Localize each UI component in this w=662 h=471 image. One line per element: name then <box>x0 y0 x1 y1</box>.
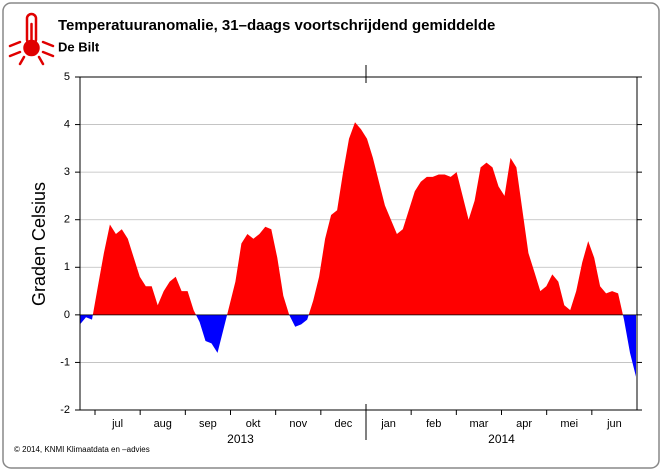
y-tick-label: -1 <box>60 356 70 368</box>
y-tick-label: 5 <box>64 71 70 83</box>
thermometer-icon <box>8 12 55 66</box>
y-tick-label: 1 <box>64 261 70 273</box>
x-tick-label: feb <box>426 418 441 430</box>
x-tick-label: aug <box>154 418 172 430</box>
y-tick-label: 3 <box>64 166 70 178</box>
x-tick-label: apr <box>516 418 532 430</box>
year-label: 2014 <box>488 432 515 446</box>
area-positive <box>80 122 636 315</box>
year-label: 2013 <box>227 432 254 446</box>
y-tick-label: 4 <box>64 118 70 130</box>
area-negative <box>80 314 636 377</box>
x-tick-label: okt <box>246 418 261 430</box>
x-tick-label: nov <box>289 418 307 430</box>
plot-border <box>79 76 638 411</box>
x-tick-label: mei <box>560 418 578 430</box>
x-tick-label: sep <box>199 418 217 430</box>
y-tick-label: -2 <box>60 404 70 416</box>
x-tick-label: mar <box>469 418 488 430</box>
y-tick-label: 0 <box>64 309 70 321</box>
y-tick-label: 2 <box>64 214 70 226</box>
x-tick-label: jan <box>380 418 396 430</box>
x-tick-label: jun <box>606 418 622 430</box>
chart-title: Temperatuuranomalie, 31–daags voortschri… <box>58 17 495 34</box>
y-axis-label: Graden Celsius <box>29 182 49 306</box>
x-tick-label: dec <box>335 418 353 430</box>
chart-subtitle: De Bilt <box>58 39 100 54</box>
x-tick-label: jul <box>111 418 123 430</box>
footer: © 2014, KNMI Klimaatdata en –advies <box>14 445 150 454</box>
